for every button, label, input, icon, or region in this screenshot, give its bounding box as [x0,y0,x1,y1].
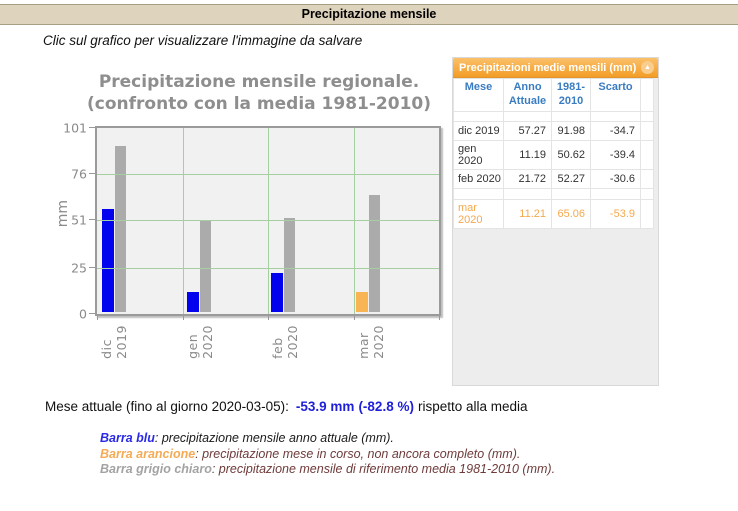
cell-value: -53.9 [590,198,641,229]
cell-month: mar 2020 [453,198,504,229]
table-body: dic 2019 57.27 91.98 -34.7 gen 2020 11.19 50.6… [453,110,654,229]
x-tick-label: mar 2020 [356,325,386,359]
legend-desc: : precipitazione mensile anno attuale (m… [154,431,394,445]
chevron-up-icon: ▲ [644,64,651,71]
cell-value [640,120,654,141]
bar-group [268,130,353,312]
plot-columns [99,130,437,312]
cell-month: feb 2020 [453,168,504,189]
spacer-row [453,110,654,122]
table-row: gen 2020 11.19 50.62 -39.4 [453,139,654,170]
legend: Barra blu: precipitazione mensile anno a… [100,431,555,478]
bar-group [99,130,184,312]
legend-item: Barra arancione: precipitazione mese in … [100,447,555,463]
bar-group [184,130,269,312]
legend-desc: : precipitazione mese in corso, non anco… [195,446,521,461]
summary-suffix: rispetto alla media [417,399,528,414]
spacer-row [453,187,654,200]
bar-1981-2010 [199,220,211,312]
table-row: feb 2020 21.72 52.27 -30.6 [453,168,654,189]
precipitation-chart[interactable]: Precipitazione mensile regionale. (confr… [0,60,460,390]
cell-month: gen 2020 [453,139,504,170]
y-tick-label: 76 [71,166,87,182]
legend-item: Barra grigio chiaro: precipitazione mens… [100,462,555,478]
column-header: Anno Attuale [503,78,552,112]
v-gridline [182,128,184,314]
v-gridline [353,128,355,314]
bar-1981-2010 [115,146,126,312]
legend-desc: : precipitazione mensile di riferimento … [211,462,556,476]
page-title: Precipitazione mensile [301,7,437,21]
bar-anno-attuale [186,291,199,312]
cell-value: 11.19 [503,139,552,170]
table-panel-title: Precipitazioni medie mensili (mm) [459,62,637,74]
column-header: 1981-2010 [551,78,591,112]
summary-prefix: Mese attuale (fino al giorno 2020-03-05)… [45,399,289,414]
bar-anno-attuale [102,208,114,312]
legend-label: Barra arancione [100,446,196,461]
x-tick-mark [268,315,269,320]
cell-month: dic 2019 [453,120,504,141]
bar-1981-2010 [368,194,380,312]
y-tick-mark [89,127,95,128]
y-tick-mark [89,219,95,220]
precipitation-table: Mese Anno Attuale 1981-2010 Scarto dic 2019… [453,78,654,229]
x-tick-mark [97,315,98,320]
y-tick-label: 51 [71,212,87,228]
v-gridline [268,128,269,314]
y-tick-label: 25 [71,260,87,276]
y-tick-label: 101 [63,120,87,136]
bar-anno-attuale [355,291,368,312]
cell-value: -39.4 [590,139,641,170]
x-tick-label: dic 2019 [99,325,129,359]
y-tick-label: 0 [79,306,87,322]
cell-value [640,168,654,189]
bar-1981-2010 [284,217,295,312]
table-row: dic 2019 57.27 91.98 -34.7 [453,120,654,141]
cell-value: 50.62 [551,139,591,170]
current-month-summary: Mese attuale (fino al giorno 2020-03-05)… [45,399,528,414]
cell-value: 52.27 [551,168,591,189]
monthly-table-panel: Precipitazioni medie mensili (mm) ▲ Mese… [452,57,659,386]
legend-label: Barra blu [100,431,155,445]
cell-value: 57.27 [503,120,552,141]
x-tick-mark [354,315,355,320]
legend-item: Barra blu: precipitazione mensile anno a… [100,431,555,447]
cell-value [640,198,654,229]
cell-value: 21.72 [503,168,552,189]
bar-group [353,130,438,312]
y-tick-mark [89,173,95,174]
cell-value: 65.06 [551,198,591,229]
chart-click-instruction: Clic sul grafico per visualizzare l'imma… [43,33,363,48]
collapse-panel-button[interactable]: ▲ [641,61,654,74]
y-tick-mark [89,267,95,268]
x-tick-mark [439,315,440,320]
summary-deviation-pct: (-82.8 %) [358,399,414,414]
page-header-bar: Precipitazione mensile [0,4,738,25]
table-row: mar 2020 11.21 65.06 -53.9 [453,198,654,229]
chart-title-line1: Precipitazione mensile regionale. [98,72,420,92]
chart-title: Precipitazione mensile regionale. (confr… [78,72,440,116]
cell-value: -34.7 [590,120,641,141]
cell-value: -30.6 [590,168,641,189]
plot-area [95,126,441,316]
table-head: Mese Anno Attuale 1981-2010 Scarto [453,78,654,112]
bar-anno-attuale [271,272,283,312]
x-tick-label: feb 2020 [270,325,300,359]
table-panel-header: Precipitazioni medie mensili (mm) ▲ [453,58,658,78]
y-tick-mark [89,313,95,314]
summary-deviation-mm: -53.9 mm [295,399,355,414]
column-header: Mese [453,78,504,112]
cell-value: 91.98 [551,120,591,141]
column-header [640,78,654,112]
table-header-row: Mese Anno Attuale 1981-2010 Scarto [453,78,654,112]
x-tick-label: gen 2020 [185,325,215,359]
x-tick-mark [183,315,184,320]
column-header: Scarto [590,78,641,112]
plot-wrap: mm 0 25 51 76 101 dic 2019 gen 2020 feb 2020 mar… [55,121,441,359]
legend-label: Barra grigio chiaro [100,462,212,476]
cell-value [640,139,654,170]
cell-value: 11.21 [503,198,552,229]
chart-title-line2: (confronto con la media 1981-2010) [87,93,431,114]
